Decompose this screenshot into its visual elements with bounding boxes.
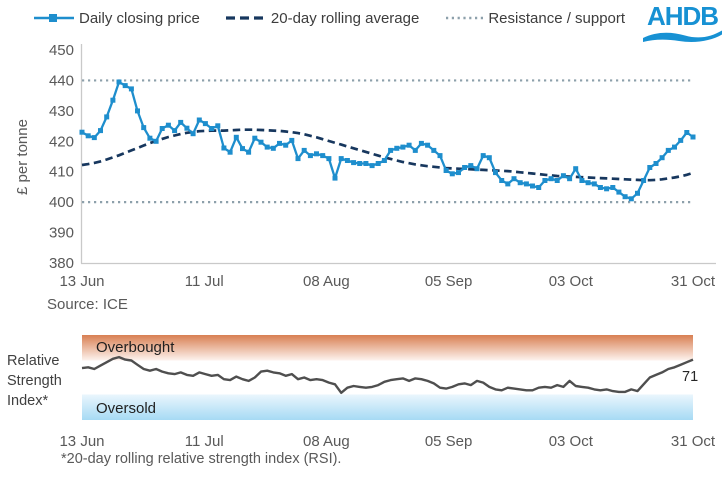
overbought-band	[82, 335, 693, 361]
rsi-axis-label: Relative Strength Index*	[7, 351, 62, 411]
oversold-band	[82, 394, 693, 420]
svg-text:£ per tonne: £ per tonne	[14, 119, 31, 195]
rolling-average-line	[81, 128, 694, 182]
svg-text:08 Aug: 08 Aug	[303, 433, 350, 450]
daily-closing-price-line	[81, 80, 694, 200]
svg-text:05 Sep: 05 Sep	[425, 433, 473, 450]
legend-label: Resistance / support	[488, 9, 626, 27]
svg-text:13 Jun: 13 Jun	[59, 433, 104, 450]
svg-text:380: 380	[49, 255, 74, 272]
rsi-line	[81, 355, 694, 394]
rsi-axis-label-line: Relative	[7, 353, 60, 369]
svg-text:390: 390	[49, 225, 74, 242]
legend-label: 20-day rolling average	[270, 9, 420, 27]
rsi-footnote: *20-day rolling relative strength index …	[61, 451, 342, 467]
overbought-band-label: Overbought	[96, 339, 175, 356]
daily-closing-price-markers	[79, 79, 696, 202]
ahdb-logo: AHDB	[643, 3, 722, 47]
svg-text:03 Oct: 03 Oct	[549, 433, 594, 450]
svg-text:31 Oct: 31 Oct	[671, 433, 716, 450]
legend-item-daily-closing-price: Daily closing price	[34, 10, 200, 27]
oversold-band-label: Oversold	[96, 400, 157, 417]
rsi-chart-panel: 13 Jun 11 Jul 08 Aug 05 Sep 03 Oct 31 Oct	[59, 335, 716, 450]
dotted-line-icon	[446, 16, 484, 20]
rsi-axis-label-line: Strength	[7, 373, 62, 389]
svg-text:420: 420	[49, 133, 74, 150]
line-with-square-marker-icon	[34, 14, 74, 22]
legend-item-resistance-support: Resistance / support	[445, 10, 625, 27]
legend-label: Daily closing price	[79, 9, 200, 27]
svg-text:410: 410	[49, 164, 74, 181]
svg-text:13 Jun: 13 Jun	[59, 273, 104, 290]
svg-text:08 Aug: 08 Aug	[303, 273, 350, 290]
svg-text:03 Oct: 03 Oct	[549, 273, 594, 290]
svg-text:450: 450	[49, 42, 74, 59]
chart-legend: Daily closing price 20-day rolling avera…	[34, 4, 651, 32]
rsi-axis-label-line: Index*	[7, 393, 49, 409]
svg-text:11 Jul: 11 Jul	[185, 273, 224, 290]
svg-text:440: 440	[49, 72, 74, 89]
ahdb-logo-text: AHDB	[646, 1, 719, 31]
ahdb-logo-wave-icon	[643, 30, 722, 42]
svg-text:31 Oct: 31 Oct	[671, 273, 716, 290]
svg-text:05 Sep: 05 Sep	[425, 273, 473, 290]
svg-text:11 Jul: 11 Jul	[185, 433, 224, 450]
legend-item-rolling-average: 20-day rolling average	[225, 9, 420, 27]
source-note: Source: ICE	[47, 296, 128, 313]
svg-text:400: 400	[49, 194, 74, 211]
price-chart-panel: 380 390 400 410 420 430 440 450 £ per tonne 13 Ju…	[14, 42, 716, 290]
svg-text:430: 430	[49, 103, 74, 120]
rsi-current-value: 71	[682, 369, 699, 385]
dashed-line-icon	[225, 16, 266, 20]
